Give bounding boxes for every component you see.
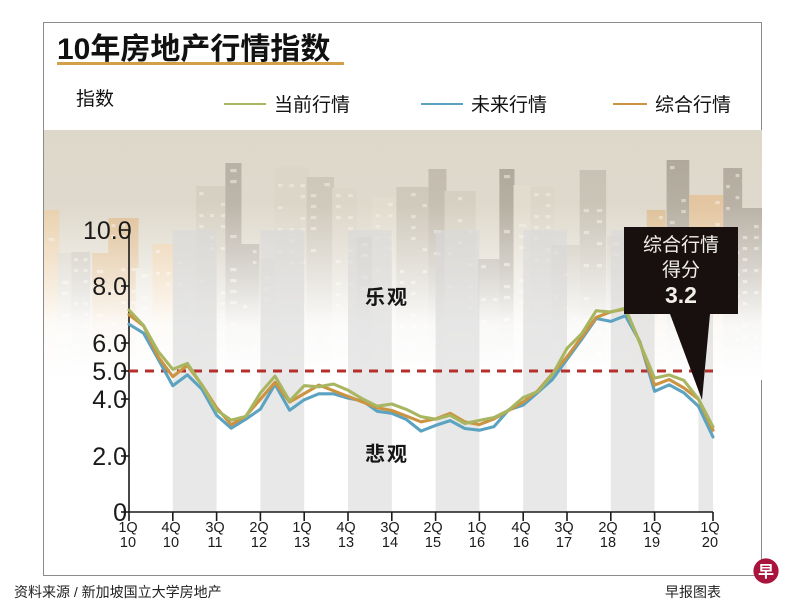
- svg-text:早: 早: [758, 558, 774, 582]
